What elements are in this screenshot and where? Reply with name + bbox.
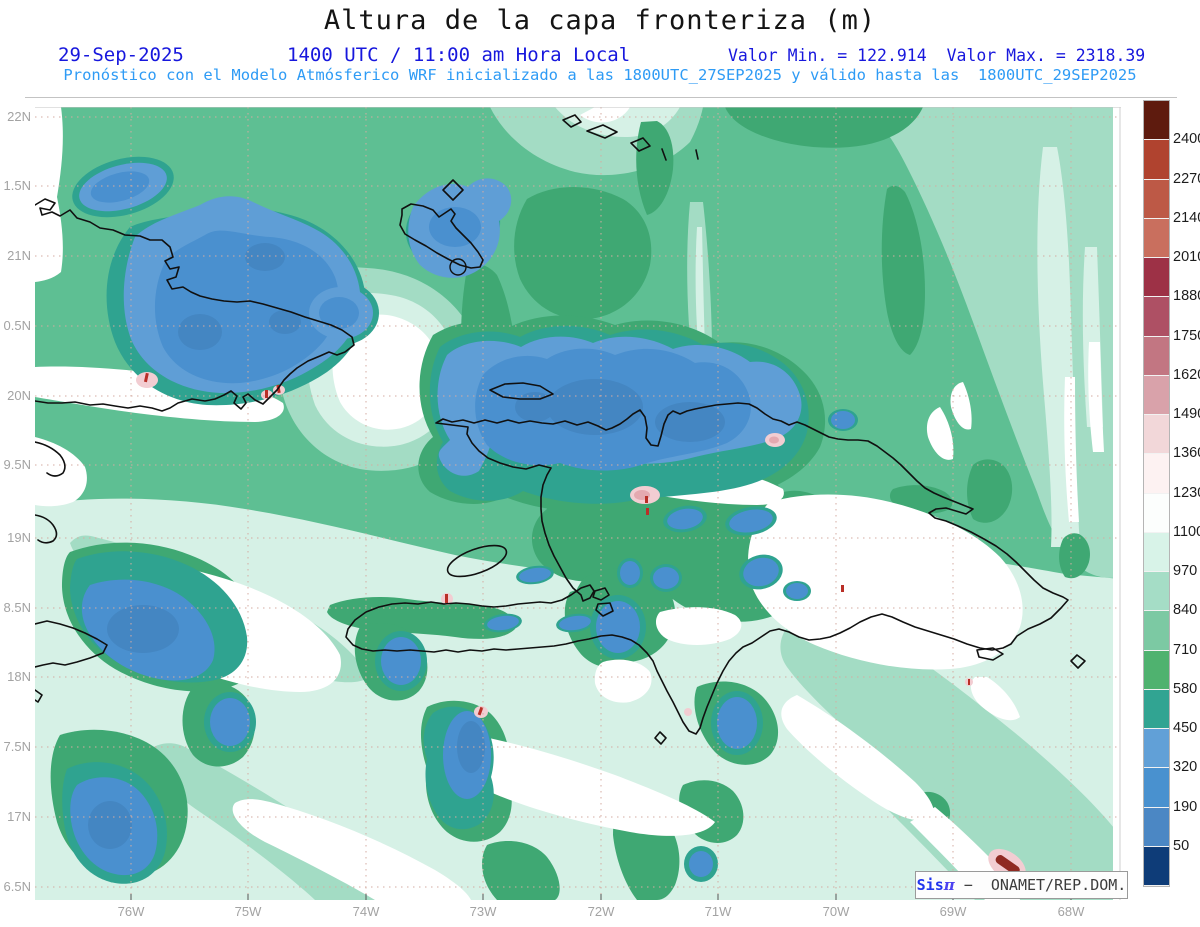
colorbar-cell <box>1144 493 1169 533</box>
lat-tick-label: 20N <box>7 388 31 403</box>
colorbar-level-label: 1100 <box>1173 523 1200 540</box>
colorbar <box>1143 100 1170 887</box>
chart-title: Altura de la capa fronteriza (m) <box>323 5 877 36</box>
colorbar-cell <box>1144 258 1169 298</box>
valid-date: 29-Sep-2025 <box>58 44 184 66</box>
header-divider <box>25 97 1177 98</box>
lon-tick-label: 71W <box>704 904 732 919</box>
colorbar-level-label: 970 <box>1173 563 1198 579</box>
colorbar-cell <box>1144 101 1169 141</box>
colorbar-level-label: 2010 <box>1173 249 1200 265</box>
max-value: Valor Max. = 2318.39 <box>946 46 1146 65</box>
tortuga-island <box>489 382 554 400</box>
inagua-lagoon <box>449 258 467 276</box>
lon-tick-label: 69W <box>939 904 967 919</box>
lat-tick-label: 1.5N <box>3 178 31 193</box>
min-max-values: Valor Min. = 122.914 Valor Max. = 2318.3… <box>728 46 1145 66</box>
graticule <box>35 107 1121 900</box>
lon-tick-label: 74W <box>352 904 380 919</box>
etang-saumatre <box>595 602 614 617</box>
min-value: Valor Min. = 122.914 <box>728 46 927 65</box>
mona-island <box>1070 654 1086 669</box>
lat-tick-label: 7.5N <box>3 739 31 754</box>
contour-field-svg <box>34 106 1121 900</box>
saona-island <box>976 647 1004 661</box>
colorbar-level-label: 580 <box>1173 680 1198 697</box>
colorbar-cell <box>1144 689 1169 729</box>
colorbar-level-label: 840 <box>1173 602 1198 619</box>
hispaniola-coastline <box>345 402 1069 735</box>
coastlines <box>34 114 1086 745</box>
minmax-gap <box>927 46 947 65</box>
colorbar-level-label: 1750 <box>1173 327 1200 344</box>
lon-tick-label: 70W <box>822 904 850 919</box>
colorbar-cell <box>1144 454 1169 494</box>
colorbar-level-label: 2400 <box>1173 131 1200 148</box>
colorbar-level-label: 2270 <box>1173 170 1200 187</box>
cuba-coastline <box>34 198 355 412</box>
turks-islet-mark <box>695 149 699 160</box>
lat-tick-label: 19N <box>7 530 31 545</box>
colorbar-level-label: 190 <box>1173 798 1198 815</box>
colorbar-cell <box>1144 572 1169 612</box>
colorbar-cell <box>1144 218 1169 258</box>
colorbar-cell <box>1144 297 1169 337</box>
colorbar-level-label: 1230 <box>1173 484 1200 501</box>
colorbar-level-label: 1880 <box>1173 288 1200 305</box>
jamaica-coastline <box>34 620 108 668</box>
lat-tick-label: 17N <box>7 809 31 824</box>
gonave-island <box>446 544 508 578</box>
map-frame <box>35 106 1121 900</box>
colorbar-level-label: 320 <box>1173 759 1198 776</box>
left-edge-hook-2 <box>34 514 58 544</box>
lat-tick-label: 8.5N <box>3 600 31 615</box>
lon-tick-label: 68W <box>1057 904 1085 919</box>
colorbar-level-label: 1490 <box>1173 406 1200 422</box>
valid-time: 1400 UTC / 11:00 am Hora Local <box>287 44 631 66</box>
field-blue-lows <box>70 162 855 877</box>
colorbar-cell <box>1144 336 1169 376</box>
colorbar-level-label: 2140 <box>1173 209 1200 226</box>
colorbar-cell <box>1144 846 1169 886</box>
lon-tick-label: 75W <box>234 904 262 919</box>
lon-tick-label: 73W <box>469 904 497 919</box>
colorbar-cell <box>1144 179 1169 219</box>
lon-tick-label: 72W <box>587 904 615 919</box>
colorbar-cell <box>1144 729 1169 769</box>
lon-tick-label: 76W <box>117 904 145 919</box>
colorbar-level-label: 1620 <box>1173 366 1200 383</box>
sispi-logo-text: Sis <box>916 876 944 894</box>
colorbar-cell <box>1144 375 1169 415</box>
colorbar-cell <box>1144 768 1169 808</box>
great-inagua-island <box>399 203 484 269</box>
pi-icon: π <box>943 876 955 894</box>
lake-enriquillo <box>592 587 610 601</box>
lat-tick-label: 18N <box>7 669 31 684</box>
watermark-org: − ONAMET/REP.DOM. <box>954 876 1127 894</box>
colorbar-level-label: 50 <box>1173 837 1190 854</box>
turks-caicos-islands <box>562 114 667 161</box>
colorbar-cell <box>1144 650 1169 690</box>
colorbar-cell <box>1144 140 1169 180</box>
map-plot-area <box>34 106 1121 900</box>
lat-tick-label: 21N <box>7 248 31 263</box>
colorbar-cell <box>1144 807 1169 847</box>
lat-tick-label: 6.5N <box>3 879 31 894</box>
beata-island <box>654 731 667 745</box>
lat-tick-label: 0.5N <box>3 318 31 333</box>
lat-tick-label: 22N <box>7 109 31 124</box>
lat-tick-label: 9.5N <box>3 457 31 472</box>
colorbar-level-label: 450 <box>1173 720 1198 736</box>
colorbar-cell <box>1144 415 1169 455</box>
colorbar-level-label: 710 <box>1173 641 1198 658</box>
colorbar-level-label: 1360 <box>1173 445 1200 462</box>
little-inagua-island <box>442 179 464 201</box>
jamaica-south-bump <box>34 689 43 703</box>
watermark-box: Sis π − ONAMET/REP.DOM. <box>915 871 1128 899</box>
colorbar-cell <box>1144 611 1169 651</box>
colorbar-cell <box>1144 532 1169 572</box>
left-edge-hook-1 <box>34 441 66 477</box>
model-run-line: Pronóstico con el Modelo Atmósferico WRF… <box>63 66 1137 84</box>
